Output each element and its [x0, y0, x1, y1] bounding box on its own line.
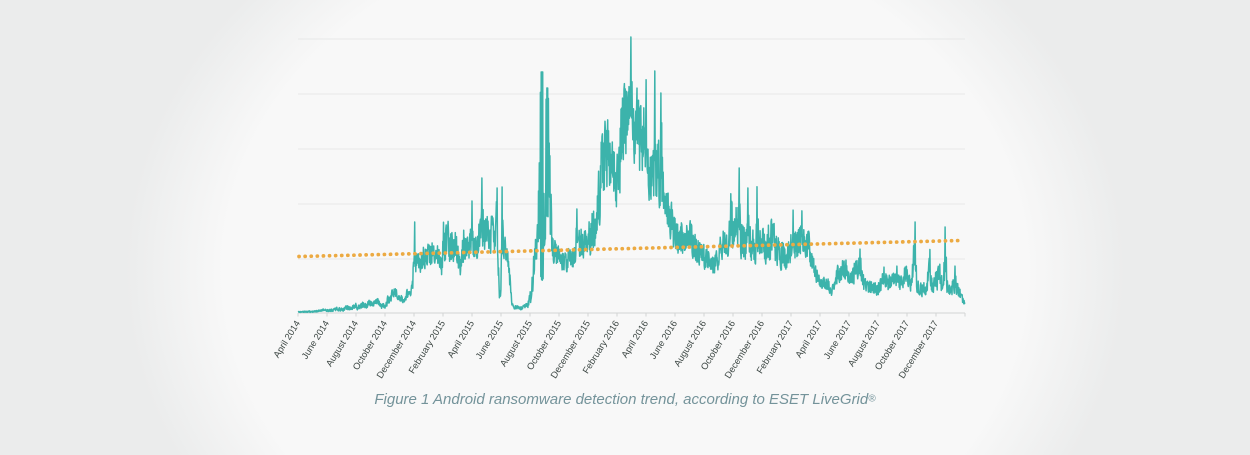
- svg-text:April 2016: April 2016: [620, 319, 651, 360]
- svg-text:June 2016: June 2016: [648, 319, 679, 361]
- svg-text:April 2014: April 2014: [272, 319, 303, 360]
- svg-text:June 2014: June 2014: [300, 319, 331, 361]
- svg-text:June 2017: June 2017: [822, 319, 853, 361]
- svg-text:June 2015: June 2015: [474, 319, 505, 361]
- svg-text:April 2017: April 2017: [794, 319, 825, 360]
- svg-text:April 2015: April 2015: [446, 319, 477, 360]
